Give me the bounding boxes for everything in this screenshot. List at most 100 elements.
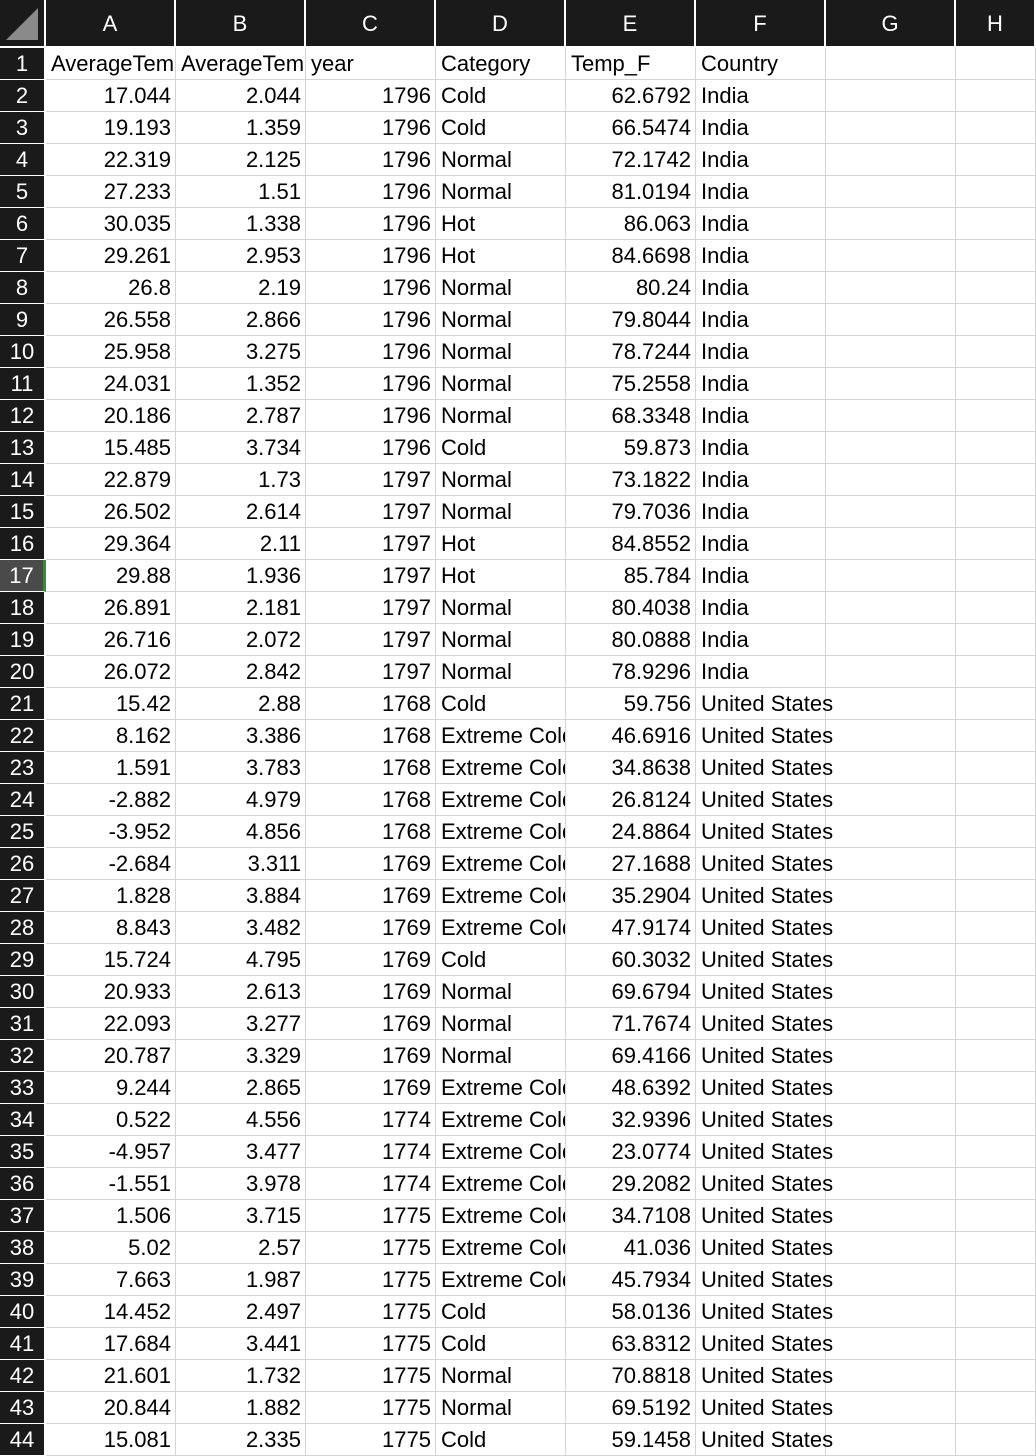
- row-header[interactable]: 14: [0, 464, 46, 496]
- cell-d[interactable]: Cold: [436, 112, 566, 144]
- cell-f[interactable]: India: [696, 304, 826, 336]
- cell-h[interactable]: [956, 1232, 1036, 1264]
- cell-h[interactable]: [956, 80, 1036, 112]
- cell-a[interactable]: 8.843: [46, 912, 176, 944]
- cell-h[interactable]: [956, 240, 1036, 272]
- cell-h[interactable]: [956, 1104, 1036, 1136]
- row-header[interactable]: 21: [0, 688, 46, 720]
- cell-d[interactable]: Extreme Cold: [436, 1072, 566, 1104]
- cell-f[interactable]: India: [696, 496, 826, 528]
- cell-a[interactable]: 25.958: [46, 336, 176, 368]
- cell-h[interactable]: [956, 432, 1036, 464]
- cell-h[interactable]: [956, 496, 1036, 528]
- cell-f[interactable]: India: [696, 208, 826, 240]
- cell-a[interactable]: 22.319: [46, 144, 176, 176]
- cell-c[interactable]: 1769: [306, 1072, 436, 1104]
- cell-d[interactable]: Cold: [436, 944, 566, 976]
- cell-f[interactable]: United States: [696, 848, 833, 880]
- cell-f[interactable]: United States: [696, 720, 833, 752]
- cell-c[interactable]: 1769: [306, 944, 436, 976]
- cell-h[interactable]: [956, 272, 1036, 304]
- cell-d[interactable]: Normal: [436, 976, 566, 1008]
- cell-a[interactable]: 7.663: [46, 1264, 176, 1296]
- cell-d[interactable]: Extreme Cold: [436, 912, 566, 944]
- cell-h[interactable]: [956, 848, 1036, 880]
- row-header[interactable]: 22: [0, 720, 46, 752]
- cell-f[interactable]: India: [696, 144, 826, 176]
- row-header[interactable]: 3: [0, 112, 46, 144]
- row-header[interactable]: 5: [0, 176, 46, 208]
- cell-h[interactable]: [956, 176, 1036, 208]
- cell-g[interactable]: [826, 1200, 956, 1232]
- cell-f[interactable]: United States: [696, 784, 833, 816]
- cell-g[interactable]: [826, 560, 956, 592]
- cell-c[interactable]: 1768: [306, 720, 436, 752]
- row-header[interactable]: 10: [0, 336, 46, 368]
- cell-g[interactable]: [826, 464, 956, 496]
- cell-g[interactable]: [826, 1104, 956, 1136]
- cell-g[interactable]: [826, 1264, 956, 1296]
- cell-c[interactable]: 1775: [306, 1424, 436, 1456]
- cell-b[interactable]: 2.335: [176, 1424, 306, 1456]
- cell-b[interactable]: 3.329: [176, 1040, 306, 1072]
- cell-d[interactable]: Extreme Cold: [436, 1232, 566, 1264]
- row-header[interactable]: 13: [0, 432, 46, 464]
- column-header-d[interactable]: D: [436, 0, 566, 48]
- cell-b[interactable]: 2.125: [176, 144, 306, 176]
- cell-a[interactable]: 9.244: [46, 1072, 176, 1104]
- cell-c[interactable]: 1769: [306, 976, 436, 1008]
- cell-g[interactable]: [826, 1072, 956, 1104]
- cell-g[interactable]: [826, 240, 956, 272]
- cell-g[interactable]: [826, 112, 956, 144]
- cell-g[interactable]: [826, 1328, 956, 1360]
- cell-f[interactable]: Country: [696, 48, 826, 80]
- cell-d[interactable]: Normal: [436, 1392, 566, 1424]
- cell-b[interactable]: 1.936: [176, 560, 306, 592]
- cell-a[interactable]: 26.8: [46, 272, 176, 304]
- cell-b[interactable]: 2.842: [176, 656, 306, 688]
- cell-c[interactable]: 1775: [306, 1232, 436, 1264]
- cell-a[interactable]: 26.072: [46, 656, 176, 688]
- cell-f[interactable]: United States: [696, 976, 833, 1008]
- cell-h[interactable]: [956, 880, 1036, 912]
- cell-h[interactable]: [956, 912, 1036, 944]
- cell-a[interactable]: AverageTem: [46, 48, 176, 80]
- cell-a[interactable]: 19.193: [46, 112, 176, 144]
- cell-a[interactable]: 29.88: [46, 560, 176, 592]
- cell-f[interactable]: United States: [696, 1136, 833, 1168]
- cell-c[interactable]: 1796: [306, 400, 436, 432]
- cell-g[interactable]: [826, 368, 956, 400]
- cell-g[interactable]: [826, 272, 956, 304]
- cell-f[interactable]: India: [696, 528, 826, 560]
- cell-f[interactable]: India: [696, 464, 826, 496]
- cell-c[interactable]: 1775: [306, 1264, 436, 1296]
- row-header[interactable]: 27: [0, 880, 46, 912]
- cell-f[interactable]: United States: [696, 816, 833, 848]
- cell-g[interactable]: [826, 880, 956, 912]
- cell-f[interactable]: India: [696, 368, 826, 400]
- cell-h[interactable]: [956, 304, 1036, 336]
- cell-c[interactable]: 1774: [306, 1136, 436, 1168]
- cell-e[interactable]: 29.2082: [566, 1168, 696, 1200]
- cell-g[interactable]: [826, 976, 956, 1008]
- cell-c[interactable]: 1775: [306, 1200, 436, 1232]
- cell-f[interactable]: India: [696, 272, 826, 304]
- cell-b[interactable]: 2.181: [176, 592, 306, 624]
- cell-g[interactable]: [826, 304, 956, 336]
- cell-e[interactable]: 68.3348: [566, 400, 696, 432]
- cell-e[interactable]: 63.8312: [566, 1328, 696, 1360]
- cell-e[interactable]: 48.6392: [566, 1072, 696, 1104]
- cell-a[interactable]: 17.044: [46, 80, 176, 112]
- row-header[interactable]: 4: [0, 144, 46, 176]
- row-header[interactable]: 29: [0, 944, 46, 976]
- cell-d[interactable]: Normal: [436, 592, 566, 624]
- cell-c[interactable]: 1796: [306, 176, 436, 208]
- row-header[interactable]: 25: [0, 816, 46, 848]
- cell-g[interactable]: [826, 656, 956, 688]
- cell-b[interactable]: 2.11: [176, 528, 306, 560]
- cell-d[interactable]: Extreme Cold: [436, 1168, 566, 1200]
- cell-e[interactable]: 80.24: [566, 272, 696, 304]
- cell-c[interactable]: 1768: [306, 816, 436, 848]
- cell-b[interactable]: 2.497: [176, 1296, 306, 1328]
- cell-a[interactable]: 0.522: [46, 1104, 176, 1136]
